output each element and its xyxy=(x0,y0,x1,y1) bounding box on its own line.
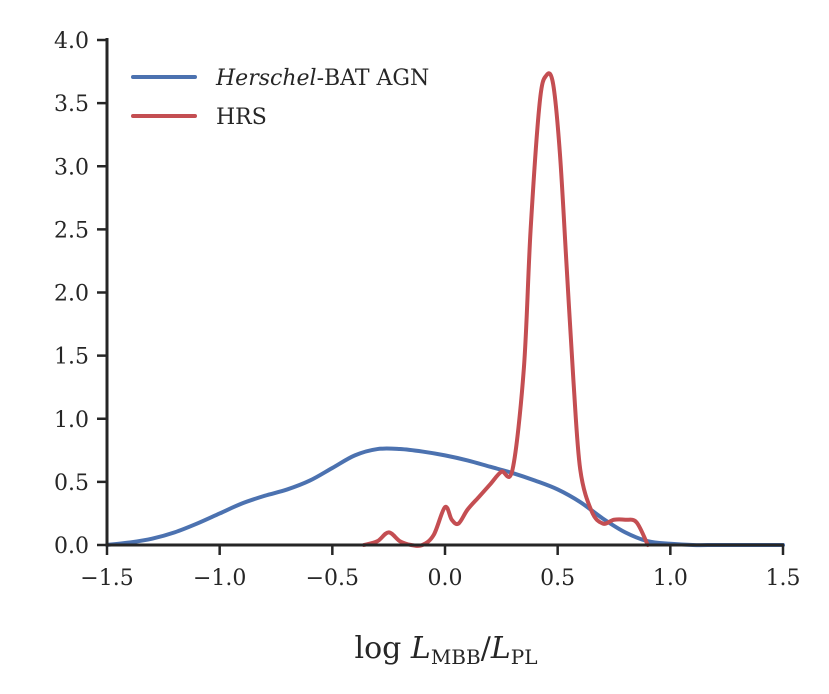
y-tick-label: 4.0 xyxy=(54,29,89,54)
series-layer xyxy=(105,71,785,548)
x-tick-label: −1.0 xyxy=(193,566,246,591)
y-tick-label: 0.5 xyxy=(54,471,89,496)
x-tick-label: −0.5 xyxy=(306,566,359,591)
y-tick-label: 2.5 xyxy=(54,218,89,243)
x-tick-label: 1.5 xyxy=(766,566,801,591)
x-tick-label: 0.5 xyxy=(540,566,575,591)
x-tick-label: −1.5 xyxy=(80,566,133,591)
series-line-herschel-bat-agn xyxy=(105,446,785,548)
y-tick-label: 3.5 xyxy=(54,92,89,117)
y-tick-label: 1.0 xyxy=(54,408,89,433)
y-tick-label: 1.5 xyxy=(54,345,89,370)
y-tick-label: 0.0 xyxy=(54,534,89,559)
legend-label-herschel-bat-agn: Herschel-BAT AGN xyxy=(215,66,429,91)
axes-layer: −1.5 −1.0 −0.5 0.0 0.5 1.0 1.5 0.0 0.5 1.0 1.5 2.0 2… xyxy=(54,29,801,591)
series-line-hrs xyxy=(361,71,650,548)
y-tick-label: 3.0 xyxy=(54,155,89,180)
y-tick-label: 2.0 xyxy=(54,282,89,307)
legend: Herschel-BAT AGN HRS xyxy=(131,66,429,130)
x-tick-label: 0.0 xyxy=(428,566,463,591)
x-axis-label: log LMBB/LPL xyxy=(355,631,538,669)
legend-label-hrs: HRS xyxy=(216,105,267,130)
x-tick-label: 1.0 xyxy=(653,566,688,591)
